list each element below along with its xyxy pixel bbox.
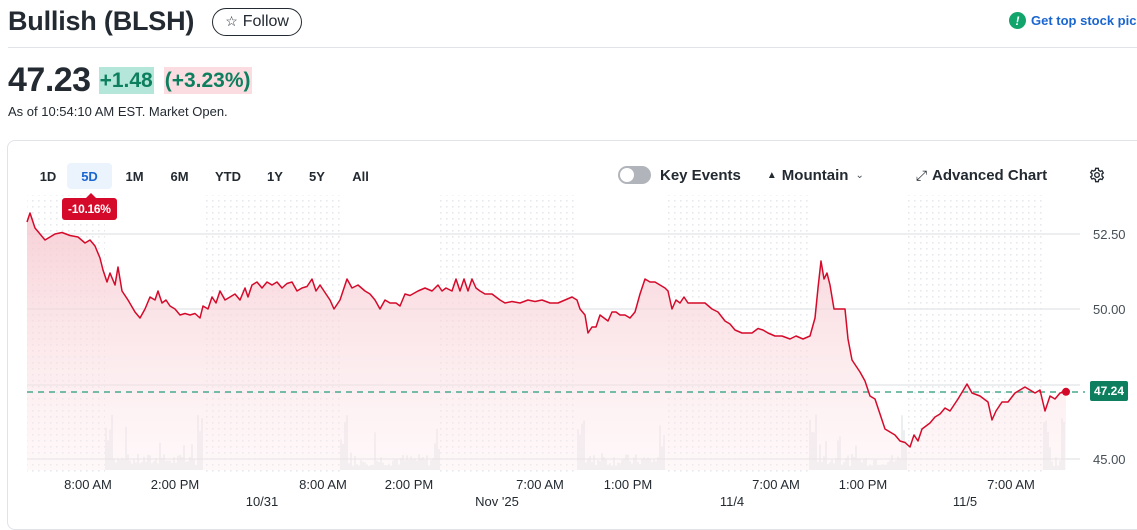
x-date-label: 11/4 xyxy=(719,494,745,509)
x-date-label: 11/5 xyxy=(952,494,978,509)
range-tab-6m[interactable]: 6M xyxy=(170,168,189,184)
key-events-toggle[interactable] xyxy=(618,166,651,184)
x-date-label: Nov '25 xyxy=(475,494,519,509)
advanced-chart-button[interactable]: ⤢ Advanced Chart xyxy=(916,167,1047,184)
page-title: Bullish (BLSH) xyxy=(8,6,195,36)
x-axis-label: 1:00 PM xyxy=(603,477,653,492)
promo-label: Get top stock pic xyxy=(1031,13,1137,28)
price-area-fill xyxy=(27,213,1066,470)
x-axis-label: 8:00 AM xyxy=(64,477,112,492)
x-axis-label: 1:00 PM xyxy=(838,477,888,492)
header-divider xyxy=(8,47,1137,48)
y-axis-label: 52.50 xyxy=(1093,227,1126,242)
follow-label: Follow xyxy=(242,12,289,30)
range-tab-1m[interactable]: 1M xyxy=(125,168,144,184)
chart-type-label: Mountain xyxy=(781,166,849,184)
mountain-icon: ▲ xyxy=(766,169,777,181)
range-change-badge: -10.16% xyxy=(62,193,117,220)
chart-type-dropdown[interactable]: ▲ Mountain ⌄ xyxy=(767,167,864,184)
range-tab-5d[interactable]: 5D xyxy=(67,163,112,189)
star-outline-icon: ☆ xyxy=(225,13,238,29)
x-axis-label: 2:00 PM xyxy=(150,477,200,492)
x-axis-label: 8:00 AM xyxy=(299,477,347,492)
toggle-knob xyxy=(620,168,634,182)
y-axis-label: 50.00 xyxy=(1093,302,1126,317)
x-axis-label: 2:00 PM xyxy=(384,477,434,492)
quote-price-row: 47.23 +1.48 (+3.23%) xyxy=(8,61,252,100)
advanced-chart-label: Advanced Chart xyxy=(932,166,1048,184)
follow-button[interactable]: ☆ Follow xyxy=(212,7,302,36)
chart-toolbar: Key Events ▲ Mountain ⌄ ⤢ Advanced Chart xyxy=(618,166,1105,184)
x-axis-label: 7:00 AM xyxy=(987,477,1035,492)
promo-link[interactable]: ! Get top stock pic xyxy=(1009,12,1136,29)
price-change: +1.48 xyxy=(98,67,154,94)
price-line xyxy=(26,212,1067,448)
exclamation-circle-icon: ! xyxy=(1009,12,1026,29)
current-price-dot xyxy=(1062,387,1070,396)
range-tab-5y[interactable]: 5Y xyxy=(309,168,325,184)
quote-header: Bullish (BLSH) ☆ Follow xyxy=(8,6,302,37)
expand-icon: ⤢ xyxy=(915,166,928,183)
range-tabs: 1D 5D 1M 6M YTD 1Y 5Y All xyxy=(29,163,383,189)
x-axis-label: 7:00 AM xyxy=(516,477,564,492)
x-date-label: 10/31 xyxy=(245,494,279,509)
gear-icon xyxy=(1089,167,1105,183)
chevron-down-icon: ⌄ xyxy=(855,169,864,181)
price-chart[interactable] xyxy=(0,0,1137,514)
range-tab-all[interactable]: All xyxy=(352,168,369,184)
range-tab-1y[interactable]: 1Y xyxy=(267,168,283,184)
current-price: 47.23 xyxy=(8,61,91,99)
settings-button[interactable] xyxy=(1089,167,1105,183)
range-tab-ytd[interactable]: YTD xyxy=(215,168,241,184)
current-price-label: 47.24 xyxy=(1090,381,1129,401)
x-axis-label: 7:00 AM xyxy=(752,477,800,492)
as-of-timestamp: As of 10:54:10 AM EST. Market Open. xyxy=(8,104,228,119)
key-events-label: Key Events xyxy=(660,166,741,184)
range-tab-1d[interactable]: 1D xyxy=(39,168,57,184)
y-axis-label: 45.00 xyxy=(1093,452,1126,467)
price-change-percent: (+3.23%) xyxy=(163,67,252,94)
